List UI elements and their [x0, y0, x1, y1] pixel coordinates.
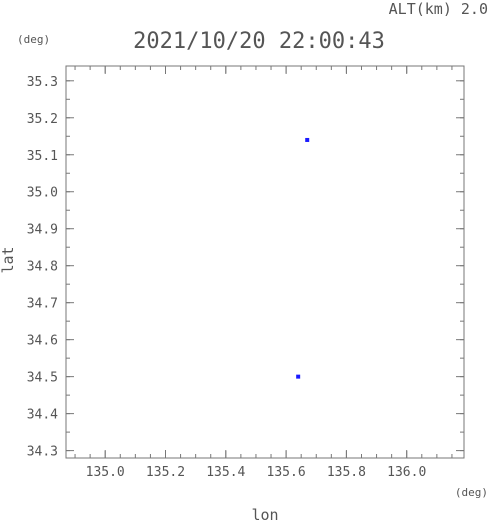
x-tick-label: 135.2 — [146, 465, 185, 480]
x-tick-label: 135.8 — [327, 465, 366, 480]
x-tick-label: 135.6 — [267, 465, 306, 480]
altitude-label: ALT(km) 2.0 — [389, 0, 488, 18]
data-point — [296, 374, 301, 379]
y-tick-label: 35.3 — [27, 75, 58, 90]
x-axis: 135.0 135.2 135.4 135.6 135.8 136.0 — [74, 66, 453, 480]
y-tick-label: 34.6 — [27, 334, 58, 349]
data-point — [305, 137, 310, 142]
y-tick-label: 34.5 — [27, 371, 58, 386]
y-tick-label: 34.4 — [27, 408, 58, 423]
y-tick-label: 34.3 — [27, 445, 58, 460]
y-axis-title: lat — [0, 246, 17, 273]
x-tick-label: 136.0 — [387, 465, 426, 480]
data-points — [296, 137, 310, 379]
x-tick-label: 135.4 — [206, 465, 245, 480]
y-tick-label: 34.9 — [27, 223, 58, 238]
y-tick-label: 35.1 — [27, 149, 58, 164]
y-tick-label: 35.2 — [27, 112, 58, 127]
y-tick-label: 34.7 — [27, 297, 58, 312]
x-tick-label: 135.0 — [86, 465, 125, 480]
y-tick-label: 35.0 — [27, 186, 58, 201]
y-unit-label: (deg) — [17, 33, 50, 46]
x-unit-label: (deg) — [455, 486, 488, 499]
y-axis: 34.3 34.4 34.5 34.6 34.7 34.8 34.9 35.0 35.1 35.2… — [27, 75, 464, 460]
x-axis-title: lon — [251, 506, 278, 521]
y-tick-label: 34.8 — [27, 260, 58, 275]
chart-title: 2021/10/20 22:00:43 — [133, 29, 385, 54]
plot-frame — [65, 65, 465, 459]
